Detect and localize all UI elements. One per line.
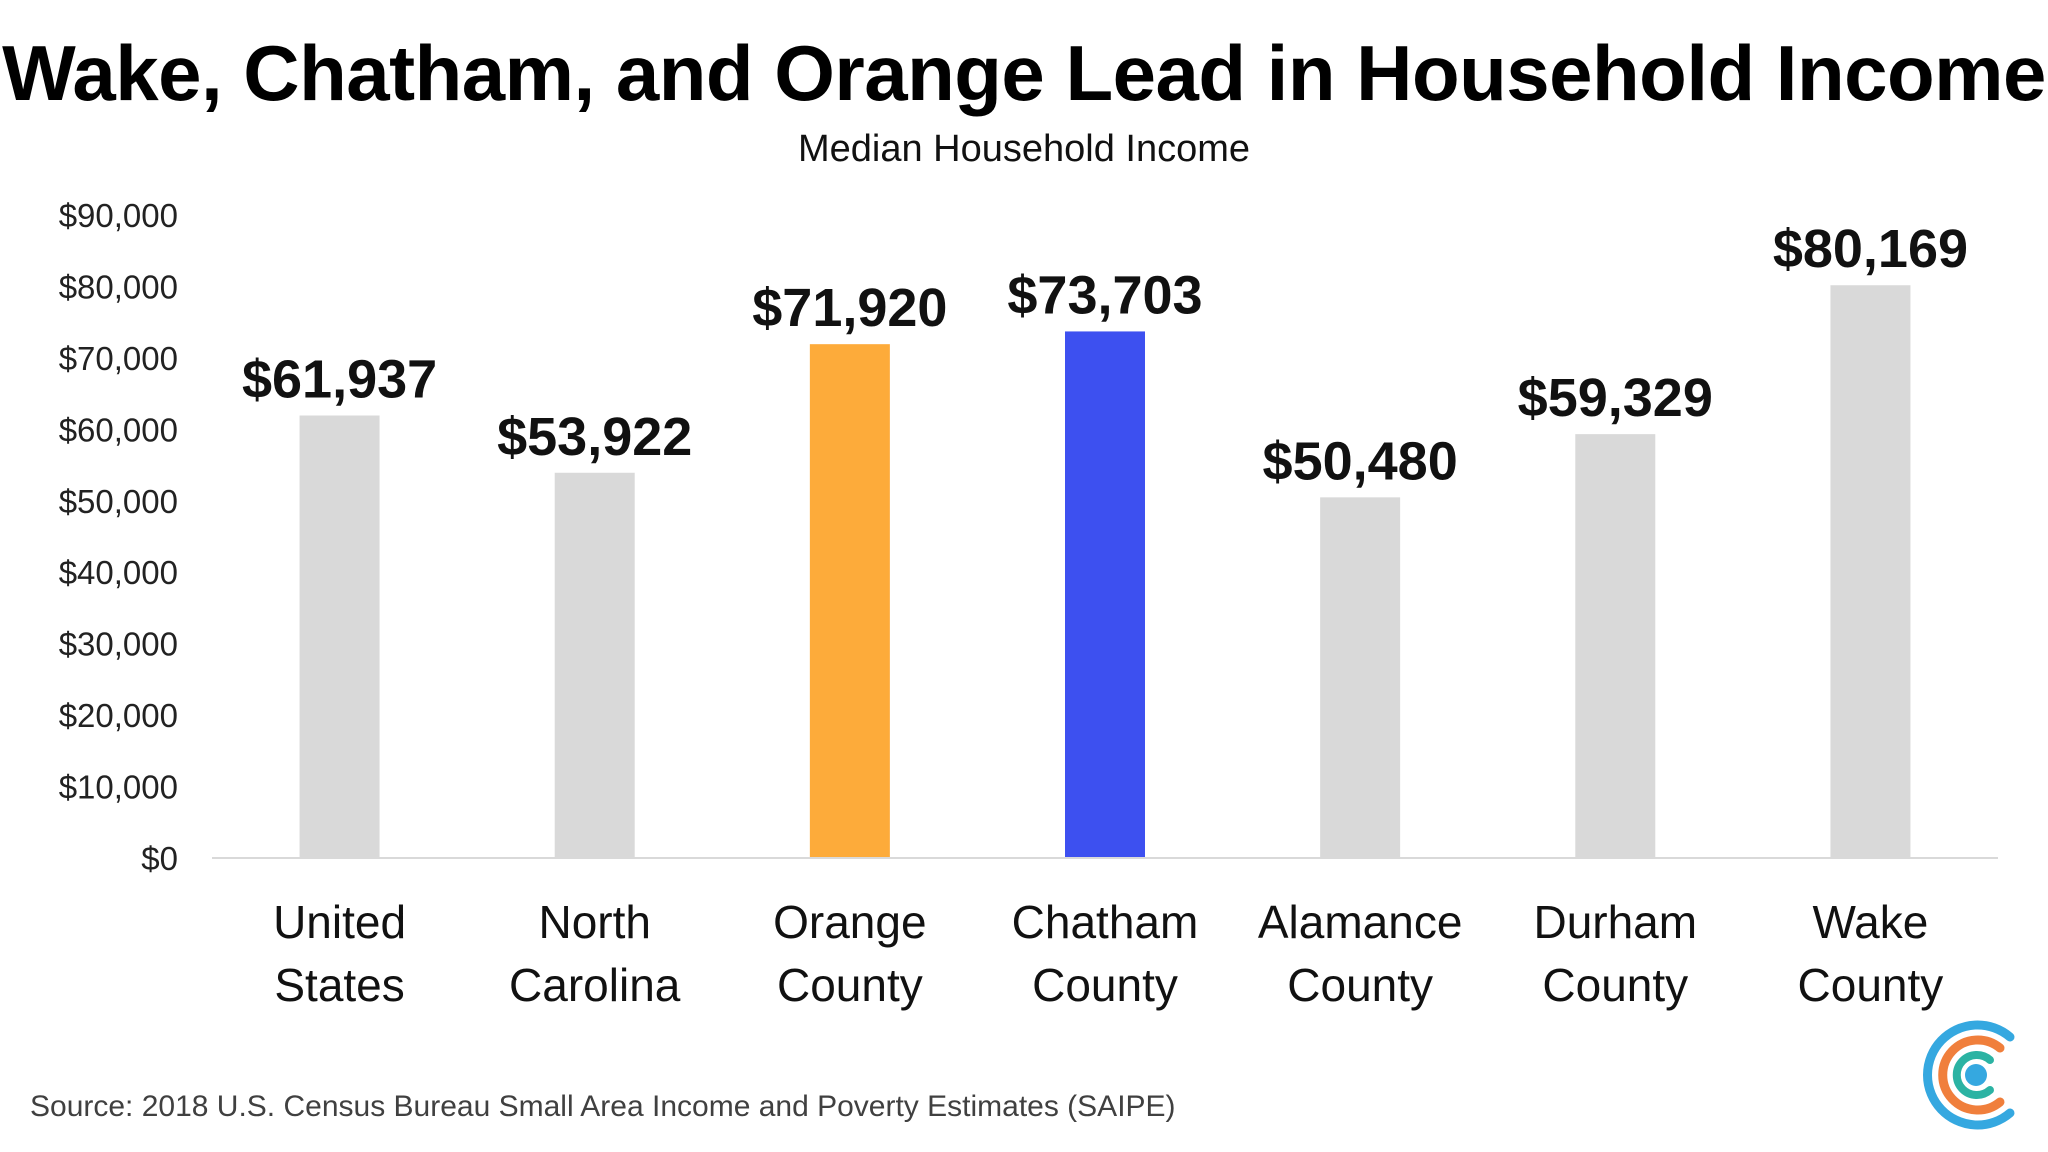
x-tick-label: United (273, 896, 406, 948)
y-axis: $0 $10,000 $20,000 $30,000 $40,000 $50,000 $60… (59, 197, 178, 877)
bar (809, 344, 890, 858)
data-label: $80,169 (1773, 219, 1968, 279)
chart-subtitle: Median Household Income (797, 128, 1251, 170)
y-tick-label: $70,000 (59, 340, 178, 377)
x-tick-label: County (1287, 959, 1433, 1011)
data-label: $53,922 (497, 407, 692, 467)
bar-series: $61,937 $53,922 $71,920 $73,703 $50,480 $59,3… (242, 219, 1968, 859)
x-tick-label: Orange (773, 896, 926, 948)
circular-c-logo-icon (1918, 1012, 2024, 1143)
y-tick-label: $30,000 (59, 626, 178, 663)
bar (1065, 331, 1145, 859)
bar (554, 472, 635, 858)
data-label: $59,329 (1518, 368, 1713, 428)
source-note: Source: 2018 U.S. Census Bureau Small Ar… (30, 1090, 1176, 1123)
y-tick-label: $60,000 (59, 411, 178, 448)
x-tick-label: Wake (1812, 896, 1928, 948)
bar (1575, 434, 1656, 858)
bar-chart: $0 $10,000 $20,000 $30,000 $40,000 $50,000 $60… (59, 197, 1998, 1011)
bar (299, 415, 380, 858)
x-tick-label: States (274, 959, 404, 1011)
x-tick-label: Carolina (509, 959, 681, 1011)
x-tick-label: County (1798, 959, 1944, 1011)
y-tick-label: $50,000 (59, 483, 178, 520)
y-tick-label: $40,000 (59, 554, 178, 591)
x-tick-label: Chatham (1012, 896, 1199, 948)
y-tick-label: $20,000 (59, 697, 178, 734)
data-label: $50,480 (1263, 431, 1458, 491)
y-tick-label: $10,000 (59, 769, 178, 806)
x-tick-label: Alamance (1258, 896, 1463, 948)
x-axis: United States North Carolina Orange County Cha… (212, 857, 1998, 1011)
data-label: $73,703 (1007, 265, 1202, 325)
data-label: $71,920 (752, 278, 947, 338)
x-tick-label: Durham (1533, 896, 1697, 948)
y-tick-label: $90,000 (59, 197, 178, 234)
x-tick-label: County (777, 959, 923, 1011)
x-tick-label: County (1032, 959, 1178, 1011)
x-tick-label: County (1542, 959, 1688, 1011)
y-tick-label: $0 (141, 840, 178, 877)
chart-title: Wake, Chatham, and Orange Lead in Househ… (2, 29, 2046, 117)
y-tick-label: $80,000 (59, 268, 178, 305)
bar (1320, 497, 1401, 858)
bar (1830, 285, 1911, 858)
data-label: $61,937 (242, 349, 437, 409)
x-tick-label: North (538, 896, 650, 948)
